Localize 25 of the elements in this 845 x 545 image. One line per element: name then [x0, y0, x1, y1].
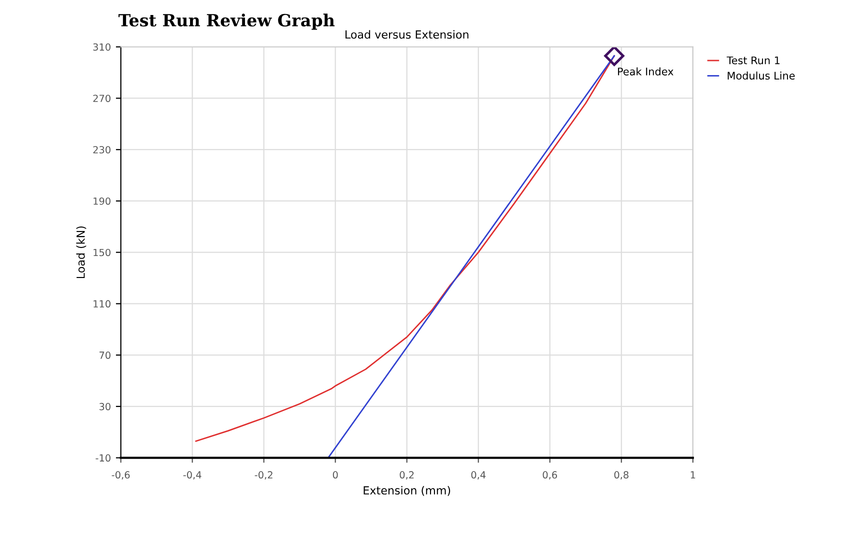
y-axis-title: Load (kN): [76, 226, 86, 278]
x-tick-label: -0,4: [183, 471, 202, 480]
x-axis-title: Extension (mm): [364, 486, 450, 496]
chart-title: Test Run Review Graph: [118, 14, 335, 30]
x-tick-label: 0,6: [542, 471, 558, 480]
x-tick-label: 0,2: [400, 471, 414, 480]
x-tick-label: 0,4: [471, 471, 486, 480]
y-tick-label: 70: [100, 352, 110, 359]
y-tick-label: 230: [93, 146, 110, 154]
y-tick-label: 110: [94, 300, 110, 308]
legend-label: Test Run 1: [726, 56, 780, 64]
x-tick-label: 0: [332, 471, 338, 479]
y-tick-label: 270: [93, 94, 110, 102]
y-tick-label: 190: [94, 197, 110, 205]
legend-label: Modulus Line: [728, 72, 795, 80]
annotation: Peak Index: [618, 67, 674, 76]
x-tick-label: -0,6: [112, 471, 130, 480]
y-tick-label: 310: [93, 43, 110, 51]
y-tick-label: 30: [99, 402, 110, 410]
y-tick-label: -10: [96, 454, 110, 462]
x-tick-label: 1: [690, 471, 696, 478]
x-tick-label: -0,2: [254, 471, 272, 480]
y-tick-label: 150: [94, 248, 110, 256]
chart-subtitle: Load versus Extension: [346, 30, 468, 39]
x-tick-label: 0,8: [614, 471, 628, 480]
